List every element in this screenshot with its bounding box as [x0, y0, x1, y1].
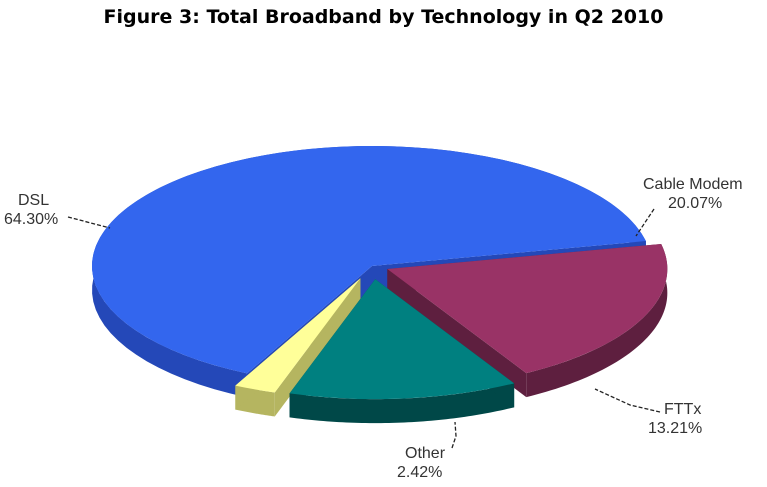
cable-modem-slice — [387, 243, 668, 374]
other-leader-line — [451, 421, 457, 449]
cable-modem-label: Cable Modem — [643, 176, 743, 193]
fttx-slice-side — [289, 383, 515, 424]
dsl-slice — [91, 145, 646, 374]
fttx-label: FTTx — [664, 401, 701, 418]
fttx-value: 13.21% — [648, 420, 702, 437]
dsl-value: 64.30% — [4, 211, 58, 228]
dsl-label: DSL — [18, 192, 49, 209]
fttx-slice — [289, 279, 515, 400]
cable-modem-slice-cut-end — [387, 268, 527, 398]
cable-modem-leader-line — [635, 208, 655, 237]
pie-tops — [91, 145, 668, 400]
other-value: 2.42% — [397, 464, 442, 481]
other-label: Other — [405, 445, 446, 462]
chart-title: Figure 3: Total Broadband by Technology … — [103, 6, 664, 28]
cable-modem-value: 20.07% — [668, 195, 722, 212]
fttx-leader-line — [594, 388, 661, 413]
cable-modem-slice-side — [526, 243, 668, 398]
dsl-leader-line — [67, 216, 111, 229]
other-slice — [235, 278, 361, 393]
